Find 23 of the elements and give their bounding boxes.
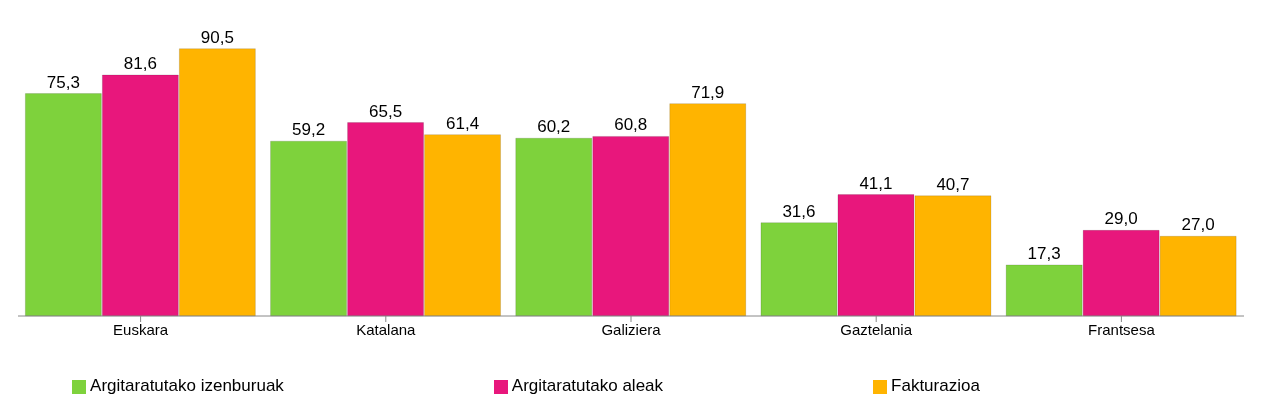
data-label: 60,8 <box>614 115 648 135</box>
data-label: 41,1 <box>859 173 893 193</box>
legend-label: Argitaratutako izenburuak <box>90 376 284 395</box>
data-label: 40,7 <box>936 174 970 194</box>
data-label: 81,6 <box>123 53 157 73</box>
data-label: 90,5 <box>200 27 234 47</box>
data-label: 60,2 <box>537 117 571 137</box>
legend-label: Argitaratutako aleak <box>511 376 664 395</box>
data-label: 65,5 <box>369 101 403 121</box>
x-tick-label: Gaztelania <box>840 320 913 338</box>
legend-label: Fakturazioa <box>891 376 980 395</box>
data-label: 31,6 <box>782 201 816 221</box>
x-tick-label: Katalana <box>356 320 417 338</box>
data-label: 29,0 <box>1104 209 1138 229</box>
data-label: 61,4 <box>446 113 480 133</box>
data-label: 17,3 <box>1027 243 1061 263</box>
x-tick-label: Galiziera <box>601 320 662 338</box>
x-tick-label: Euskara <box>113 320 169 338</box>
data-label: 59,2 <box>292 120 326 140</box>
x-tick-label: Frantsesa <box>1088 320 1156 338</box>
data-label: 27,0 <box>1181 215 1215 235</box>
data-label: 71,9 <box>691 82 725 102</box>
data-label: 75,3 <box>46 72 80 92</box>
